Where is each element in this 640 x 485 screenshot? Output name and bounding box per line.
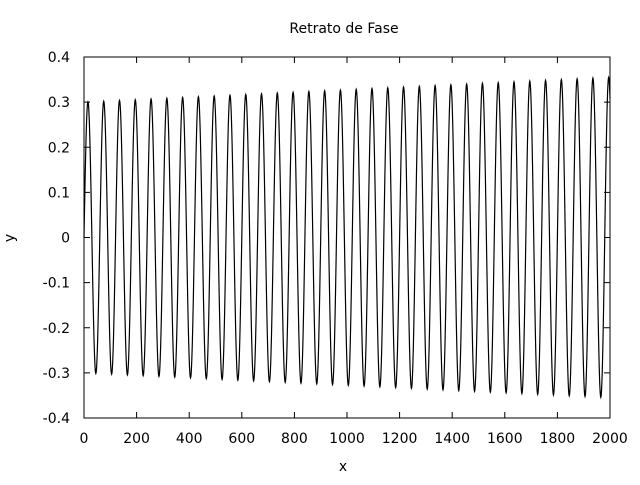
x-tick-label: 600: [228, 431, 255, 447]
x-tick-label: 1200: [382, 431, 418, 447]
y-axis-label: y: [2, 234, 18, 242]
y-tick-label: 0.1: [48, 185, 70, 201]
y-tick-label: -0.1: [43, 276, 70, 292]
y-tick-label: -0.4: [43, 411, 70, 427]
y-tick-label: 0.3: [48, 95, 70, 111]
x-tick-label: 1800: [540, 431, 576, 447]
x-tick-label: 200: [123, 431, 150, 447]
y-tick-label: 0: [61, 231, 70, 247]
y-tick-label: 0.4: [48, 50, 70, 66]
series-line: [83, 75, 611, 400]
series-layer: [83, 75, 611, 400]
y-tick-label: 0.2: [48, 140, 70, 156]
x-tick-label: 400: [176, 431, 203, 447]
x-tick-label: 800: [281, 431, 308, 447]
y-tick-label: -0.3: [43, 366, 70, 382]
x-axis-label: x: [339, 459, 347, 475]
x-axis-ticks: 0 200 400 600 800 1000 1200 1400 1600 1800 2000: [80, 57, 628, 447]
x-tick-label: 1000: [329, 431, 365, 447]
y-tick-label: -0.2: [43, 321, 70, 337]
x-tick-label: 1400: [434, 431, 470, 447]
x-tick-label: 0: [80, 431, 89, 447]
y-axis-ticks: -0.4 -0.3 -0.2 -0.1 0 0.1 0.2 0.3 0.4: [43, 50, 610, 427]
chart-title: Retrato de Fase: [289, 21, 398, 37]
x-tick-label: 2000: [592, 431, 628, 447]
x-tick-label: 1600: [487, 431, 523, 447]
